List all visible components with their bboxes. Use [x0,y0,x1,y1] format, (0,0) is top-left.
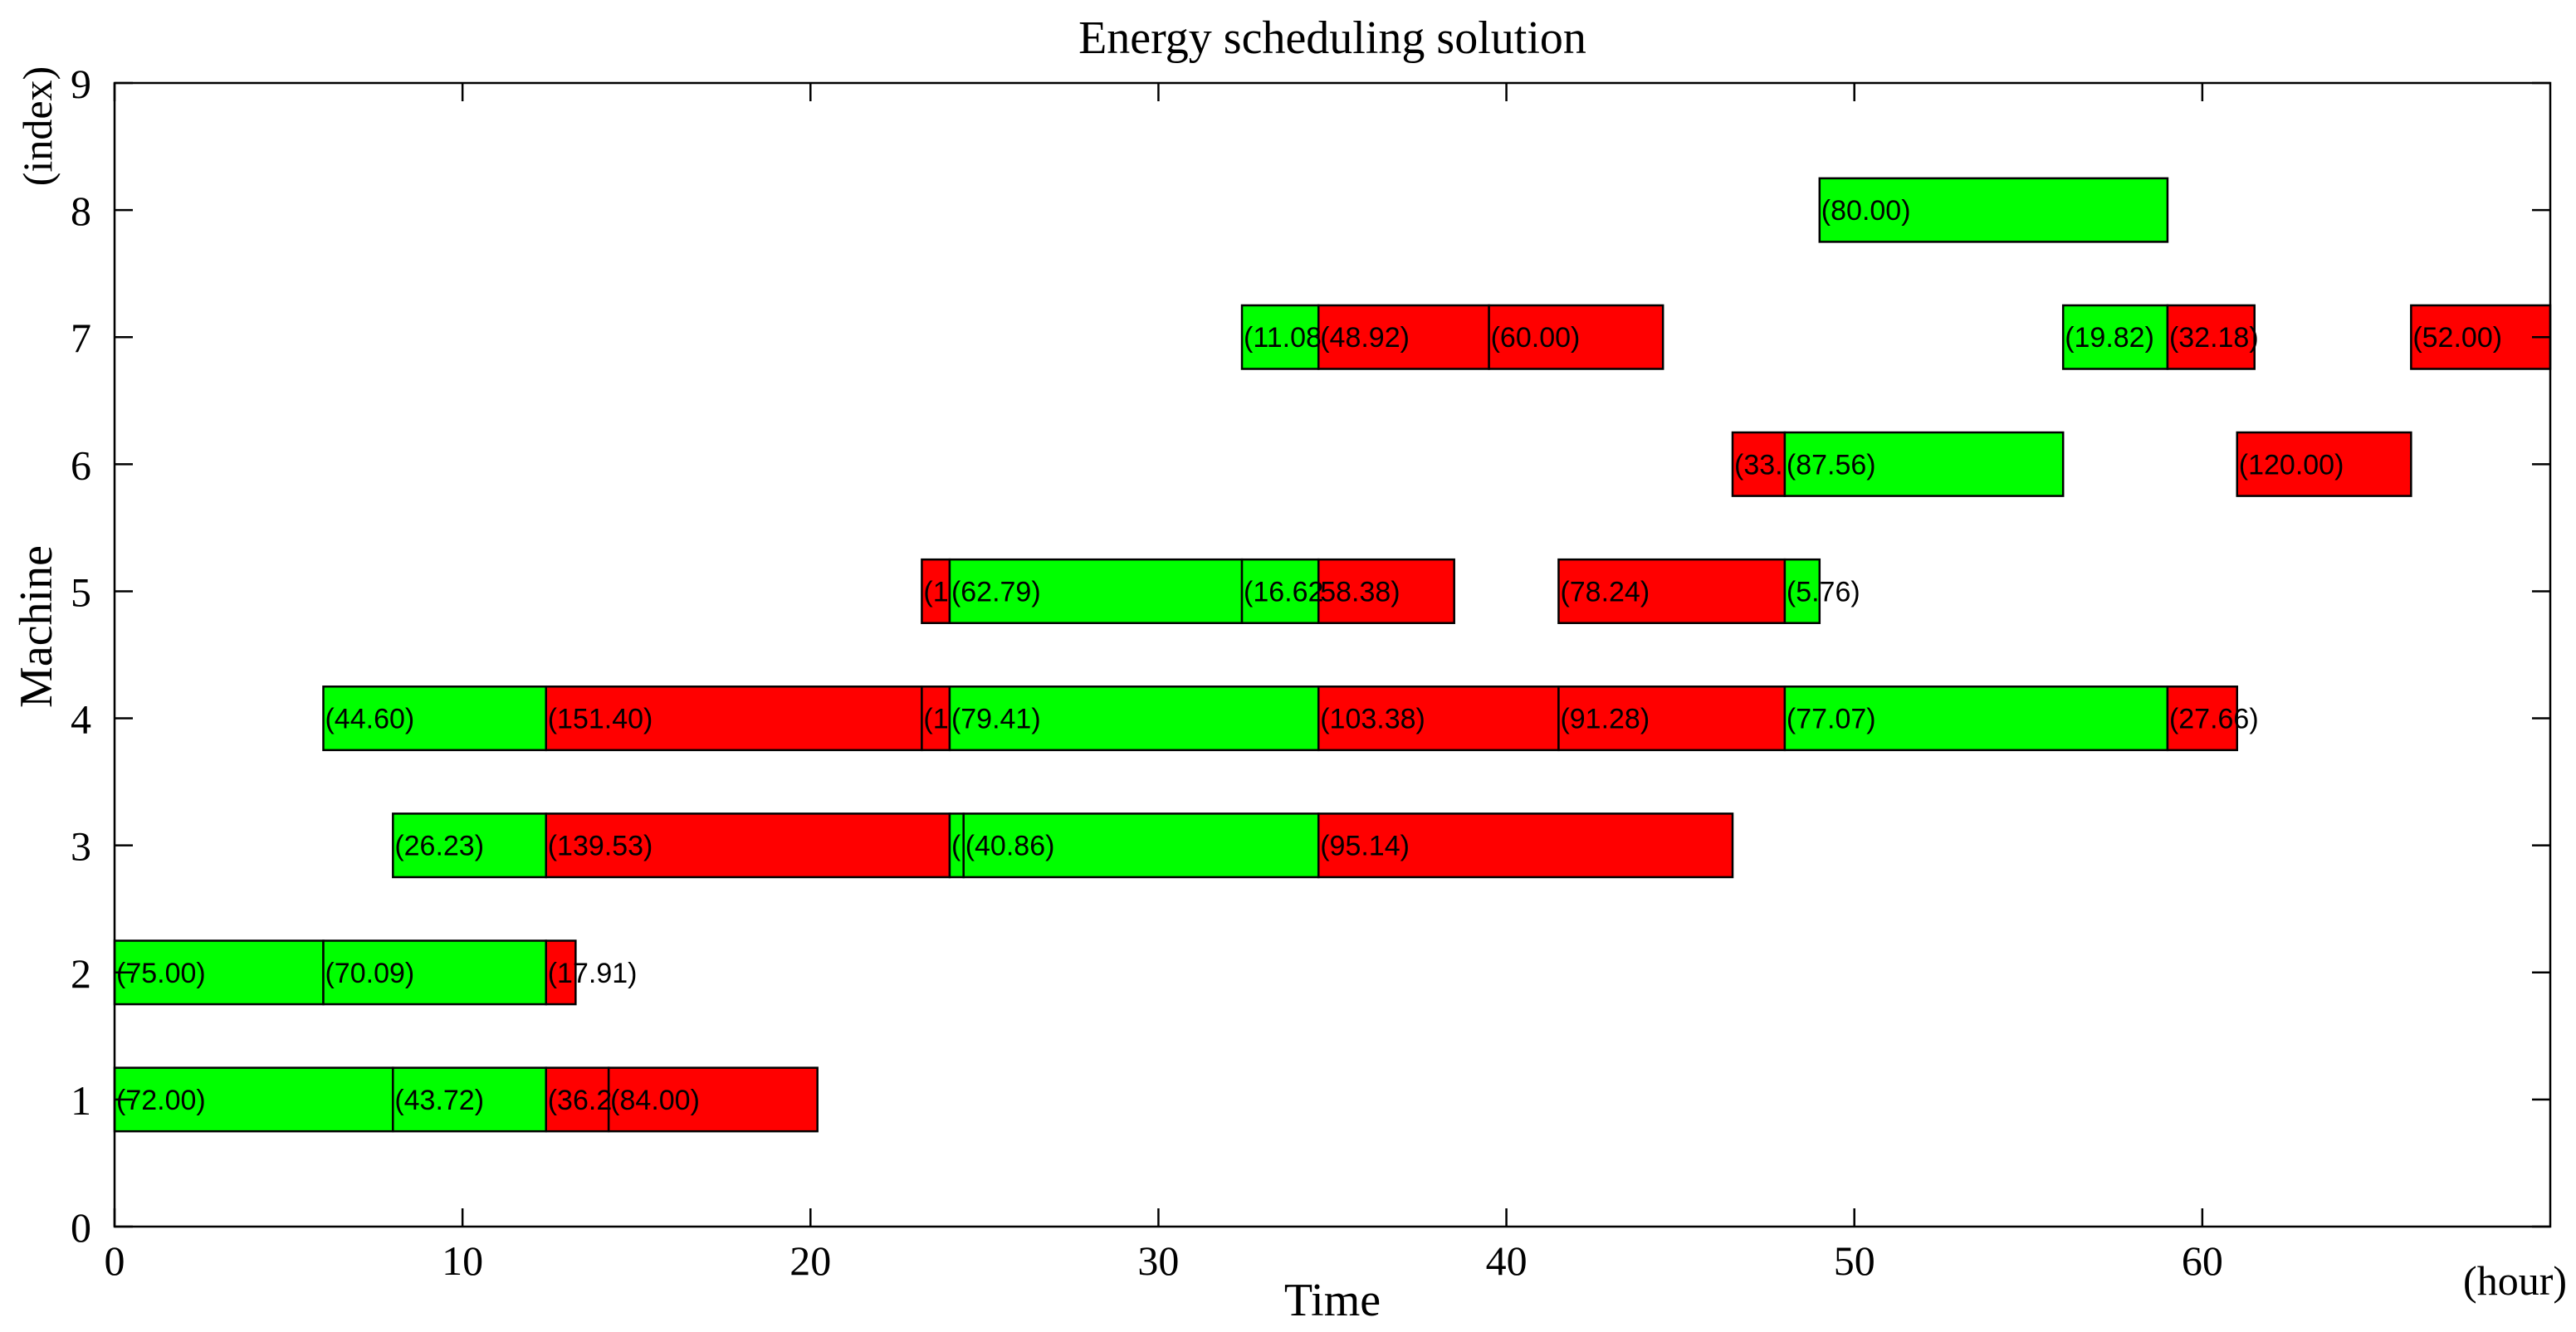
task-label-m2-6: (17.91) [548,958,638,989]
task-label-m5-22: (16.62 [1244,576,1323,607]
task-label-m4-12: (44.60) [325,704,414,735]
x-tick-label-30: 30 [1137,1237,1179,1284]
task-label-m7-29: (11.08 [1244,322,1322,354]
x-axis-unit: (hour) [2463,1257,2567,1304]
task-bar-m7-29 [1240,304,1320,370]
task-label-m3-7: (26.23) [394,831,484,862]
task-label-m5-24: (78.24) [1560,576,1650,607]
task-bar-m2-4 [113,939,325,1006]
task-bar-m4-15 [948,686,1320,752]
task-label-m4-18: (77.07) [1787,704,1876,735]
task-bar-m4-17 [1557,686,1787,752]
y-axis-unit: (index) [14,66,61,186]
task-label-m4-15: (79.41) [951,704,1041,735]
task-label-m6-27: (87.56) [1787,449,1876,481]
ticks-layer: 0 10 20 30 40 50 60 0 1 2 3 4 5 6 7 8 9 [71,61,2550,1284]
y-tick-label-9: 9 [71,61,91,107]
task-bar-m7-30 [1317,304,1490,370]
task-label-m3-8: (139.53) [548,831,653,862]
plot-area [115,83,2550,1227]
x-tick-label-20: 20 [789,1237,831,1284]
y-tick-label-1: 1 [71,1077,91,1124]
task-label-m5-25: (5.76) [1787,576,1860,607]
task-label-m7-34: (52.00) [2412,322,2502,354]
task-label-m5-21: (62.79) [951,576,1041,607]
task-bar-m5-21 [948,558,1244,624]
task-label-m6-26: (33. [1734,449,1783,481]
task-bar-m4-19 [2166,686,2239,752]
task-bar-m5-25 [1783,558,1821,624]
task-bar-m7-31 [1488,304,1664,370]
task-bar-m4-13 [545,686,923,752]
task-label-m2-4: (75.00) [116,958,206,989]
y-tick-label-4: 4 [71,696,91,743]
task-label-m3-9: ( [951,831,961,862]
task-bar-m3-8 [545,812,951,879]
task-bar-m5-22 [1240,558,1320,624]
y-tick-label-3: 3 [71,823,91,870]
task-label-m7-33: (32.18) [2169,322,2259,354]
task-bar-m5-24 [1557,558,1787,624]
y-tick-label-6: 6 [71,442,91,488]
y-tick-label-7: 7 [71,315,91,361]
x-tick-label-40: 40 [1486,1237,1528,1284]
task-label-m4-13: (151.40) [548,704,653,735]
task-bar-m4-12 [322,686,547,752]
x-tick-label-0: 0 [105,1237,125,1284]
task-bar-m3-10 [962,812,1320,879]
task-bar-m3-11 [1317,812,1734,879]
task-bar-m7-33 [2166,304,2256,370]
task-label-m4-16: (103.38) [1320,704,1425,735]
task-label-m3-10: (40.86) [965,831,1055,862]
task-bar-m6-28 [2236,431,2412,497]
task-bar-m1-2 [545,1066,610,1133]
y-tick-label-5: 5 [71,568,91,615]
task-label-m4-17: (91.28) [1560,704,1650,735]
y-tick-label-0: 0 [71,1204,91,1251]
task-bar-m4-18 [1783,686,2169,752]
task-label-m1-0: (72.00) [116,1085,206,1116]
task-label-m7-30: (48.92) [1320,322,1410,354]
x-tick-label-60: 60 [2182,1237,2223,1284]
task-bar-m3-7 [392,812,547,879]
task-bar-m8-35 [1818,177,2169,243]
task-label-m6-28: (120.00) [2239,449,2344,481]
task-label-m7-32: (19.82) [2065,322,2154,354]
task-bar-m2-6 [545,939,577,1006]
x-tick-label-10: 10 [442,1237,483,1284]
task-label-m4-14: (1 [923,704,948,735]
x-tick-label-50: 50 [1834,1237,1875,1284]
task-label-m7-31: (60.00) [1491,322,1581,354]
y-tick-label-8: 8 [71,188,91,234]
axes-box [113,81,2552,1228]
x-axis-label: Time [1284,1275,1381,1326]
task-bar-m1-0 [113,1066,394,1133]
task-bar-m6-27 [1783,431,2065,497]
bars-layer [113,177,2552,1133]
task-label-m5-20: (1 [923,576,948,607]
task-label-m5-23: 58.38) [1320,576,1400,607]
task-label-m1-3: (84.00) [610,1085,700,1116]
task-label-m4-19: (27.66) [2169,704,2259,735]
task-bar-m1-3 [607,1066,819,1133]
y-tick-label-2: 2 [71,950,91,997]
task-bar-m1-1 [392,1066,547,1133]
task-bar-m4-16 [1317,686,1560,752]
task-label-m8-35: (80.00) [1821,195,1911,227]
labels-layer: (72.00) (43.72) (36.2(84.00) (75.00) (70.09)… [116,195,2502,1116]
axes-layer [113,81,2552,1228]
task-label-m1-2: (36.2 [548,1085,613,1116]
task-bar-m2-5 [322,939,547,1006]
task-bar-m4-14 [921,686,951,752]
y-axis-label: Machine [11,545,62,708]
task-label-m2-5: (70.09) [325,958,414,989]
task-bar-m6-26 [1731,431,1787,497]
task-label-m1-1: (43.72) [394,1085,484,1116]
chart-title: Energy scheduling solution [1078,12,1586,64]
task-bar-m5-23 [1317,558,1455,624]
task-label-m3-11: (95.14) [1320,831,1410,862]
